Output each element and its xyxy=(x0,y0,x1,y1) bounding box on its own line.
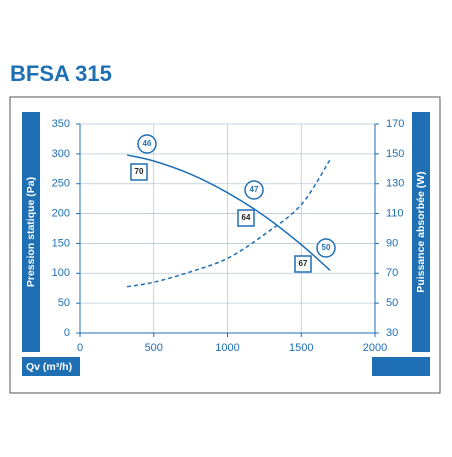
x-tick-label: 0 xyxy=(77,342,83,354)
y2-tick-label: 150 xyxy=(386,148,404,160)
level-label: 64 xyxy=(242,213,251,222)
efficiency-label: 46 xyxy=(143,139,152,148)
x-axis-box-right xyxy=(372,357,430,376)
level-label: 67 xyxy=(299,259,308,268)
efficiency-circle xyxy=(137,134,157,154)
y2-tick-label: 70 xyxy=(386,267,398,279)
y-tick-label: 50 xyxy=(58,297,70,309)
y-tick-label: 150 xyxy=(52,237,70,249)
x-tick-label: 500 xyxy=(145,342,163,354)
level-box xyxy=(130,163,148,181)
x-tick-label: 1000 xyxy=(215,342,239,354)
x-axis-box xyxy=(22,357,80,376)
level-box xyxy=(294,255,312,273)
y2-tick-label: 130 xyxy=(386,178,404,190)
frame xyxy=(9,96,441,394)
x-tick-label: 2000 xyxy=(363,342,387,354)
y2-tick-label: 170 xyxy=(386,118,404,130)
efficiency-circle xyxy=(316,238,336,258)
y-axis-label: Pression statique (Pa) xyxy=(25,177,37,287)
efficiency-label: 47 xyxy=(250,185,259,194)
y-tick-label: 0 xyxy=(64,327,70,339)
efficiency-circle xyxy=(244,180,264,200)
level-box xyxy=(237,209,255,227)
y-tick-label: 250 xyxy=(52,178,70,190)
y2-tick-label: 30 xyxy=(386,327,398,339)
x-tick-label: 1500 xyxy=(289,342,313,354)
y2-tick-label: 50 xyxy=(386,297,398,309)
y-tick-label: 100 xyxy=(52,267,70,279)
y-tick-label: 350 xyxy=(52,118,70,130)
chart-title: BFSA 315 xyxy=(10,61,112,86)
y2-axis-bar xyxy=(412,112,430,352)
level-label: 70 xyxy=(135,167,144,176)
y2-tick-label: 90 xyxy=(386,237,398,249)
y2-tick-label: 110 xyxy=(386,207,404,219)
curve xyxy=(126,159,331,288)
efficiency-label: 50 xyxy=(322,243,331,252)
y-axis-bar xyxy=(22,112,40,352)
x-axis-label: Qv (m³/h) xyxy=(26,361,72,373)
y-tick-label: 200 xyxy=(52,207,70,219)
curve xyxy=(126,154,331,271)
y-tick-label: 300 xyxy=(52,148,70,160)
y2-axis-label: Puissance absorbée (W) xyxy=(415,171,427,292)
